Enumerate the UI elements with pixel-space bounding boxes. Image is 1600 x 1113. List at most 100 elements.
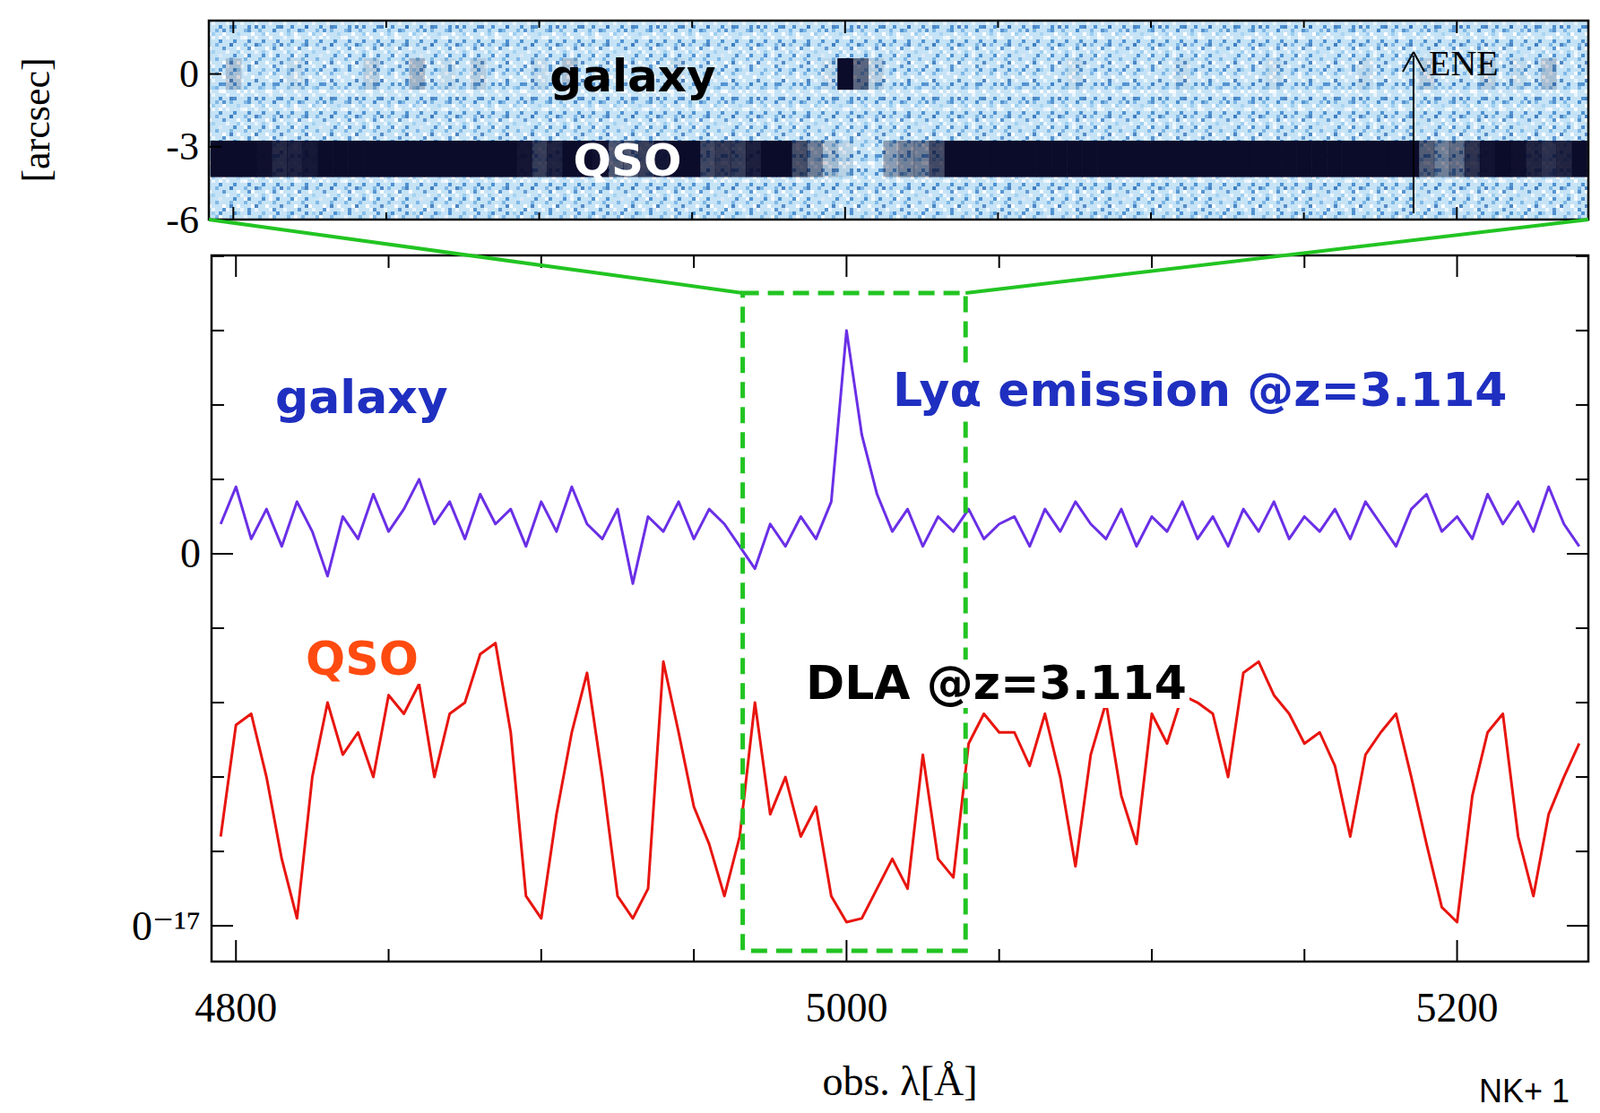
y-minor-tick [1575, 701, 1589, 704]
trace-pixel [302, 58, 319, 90]
trace-pixel [1326, 58, 1343, 90]
trace-pixel [424, 58, 442, 90]
trace-pixel [960, 58, 977, 90]
orientation-label: ENE [1428, 43, 1499, 84]
trace-pixel [302, 140, 319, 178]
x-minor-tick [998, 949, 1001, 962]
trace-pixel [1372, 140, 1389, 178]
trace-pixel [256, 140, 273, 178]
x-minor-tick [385, 20, 388, 28]
trace-pixel [516, 140, 533, 178]
trace-pixel [1311, 58, 1328, 90]
trace-pixel [1265, 140, 1282, 178]
trace-pixel [745, 58, 762, 90]
x-minor-tick [538, 20, 541, 28]
trace-pixel [1174, 58, 1191, 90]
trace-pixel [1571, 140, 1588, 178]
spectrum-line [220, 330, 1580, 584]
trace-pixel [684, 140, 701, 178]
trace-pixel [1341, 140, 1358, 178]
x-minor-tick [540, 949, 543, 962]
trace-pixel [256, 58, 273, 90]
trace-pixel [1204, 58, 1221, 90]
x-minor-tick [1303, 255, 1306, 269]
trace-pixel [852, 140, 869, 178]
x-tick [232, 20, 234, 34]
trace-pixel [1189, 140, 1206, 178]
trace-pixel [899, 58, 916, 90]
trace-pixel [837, 140, 854, 178]
trace-pixel [455, 140, 472, 178]
trace-pixel [1510, 58, 1527, 90]
y-tick [1566, 925, 1589, 927]
x-tick [845, 940, 848, 962]
trace-pixel [393, 58, 410, 90]
y-minor-tick [211, 776, 225, 779]
trace-pixel [286, 140, 303, 178]
trace-pixel [1066, 58, 1083, 90]
x-tick [234, 940, 237, 962]
x-tick [844, 207, 847, 220]
trace-pixel [730, 58, 747, 90]
trace-pixel [485, 140, 502, 178]
trace-label: galaxy [549, 50, 716, 103]
trace-pixel [1142, 140, 1159, 178]
trace-pixel [1296, 140, 1313, 178]
trace-pixel [1005, 58, 1022, 90]
trace-pixel [700, 140, 717, 178]
trace-pixel [1219, 58, 1237, 90]
annotation: Lyα emission @z=3.114 [892, 363, 1508, 417]
trace-pixel [1097, 140, 1114, 178]
trace-pixel [990, 58, 1007, 90]
trace-pixel [347, 140, 364, 178]
trace-pixel [1036, 140, 1053, 178]
x-tick-label: 5000 [804, 985, 888, 1031]
trace-pixel [440, 140, 457, 178]
x-tick [844, 20, 847, 34]
x-minor-tick [388, 949, 390, 962]
trace-pixel [1403, 140, 1420, 178]
y-tick-label: -6 [165, 198, 199, 243]
trace-pixel [546, 140, 563, 178]
credit: NK+ 1 [1478, 1072, 1570, 1110]
y-minor-tick [211, 404, 225, 407]
trace-pixel [1341, 58, 1358, 90]
trace-pixel [1449, 140, 1466, 178]
trace-pixel [1020, 140, 1038, 178]
trace-pixel [975, 140, 992, 178]
x-axis-title: obs. λ[Å] [821, 1058, 978, 1105]
trace-pixel [1127, 58, 1144, 90]
trace-pixel [1387, 140, 1404, 178]
trace-pixel [317, 140, 334, 178]
trace-pixel [1479, 140, 1497, 178]
trace-pixel [1005, 140, 1022, 178]
spectrum-line [220, 643, 1580, 923]
trace-pixel [821, 58, 839, 90]
trace-pixel [852, 58, 869, 90]
trace-pixel [485, 58, 502, 90]
trace-pixel [378, 58, 395, 90]
trace-pixel [745, 140, 762, 178]
trace-pixel [1418, 140, 1436, 178]
trace-pixel [1280, 140, 1298, 178]
x-tick [234, 255, 237, 277]
trace-pixel [1081, 140, 1099, 178]
trace-pixel [1051, 58, 1068, 90]
trace-pixel [1051, 140, 1068, 178]
x-tick [1455, 20, 1458, 34]
y-minor-tick [1575, 627, 1589, 630]
x-minor-tick [1303, 20, 1306, 28]
trace-pixel [1036, 58, 1053, 90]
trace-pixel [286, 58, 303, 90]
y-tick [1566, 553, 1589, 555]
trace-pixel [1556, 58, 1573, 90]
trace-pixel [1219, 140, 1237, 178]
annotation: DLA @z=3.114 [805, 656, 1187, 710]
trace-pixel [929, 140, 946, 178]
y-tick-label: 0⁻¹⁷ [131, 903, 201, 950]
x-minor-tick [996, 212, 999, 220]
x-tick [232, 207, 234, 220]
trace-pixel [821, 140, 839, 178]
trace-pixel [1464, 140, 1481, 178]
trace-pixel [944, 58, 961, 90]
